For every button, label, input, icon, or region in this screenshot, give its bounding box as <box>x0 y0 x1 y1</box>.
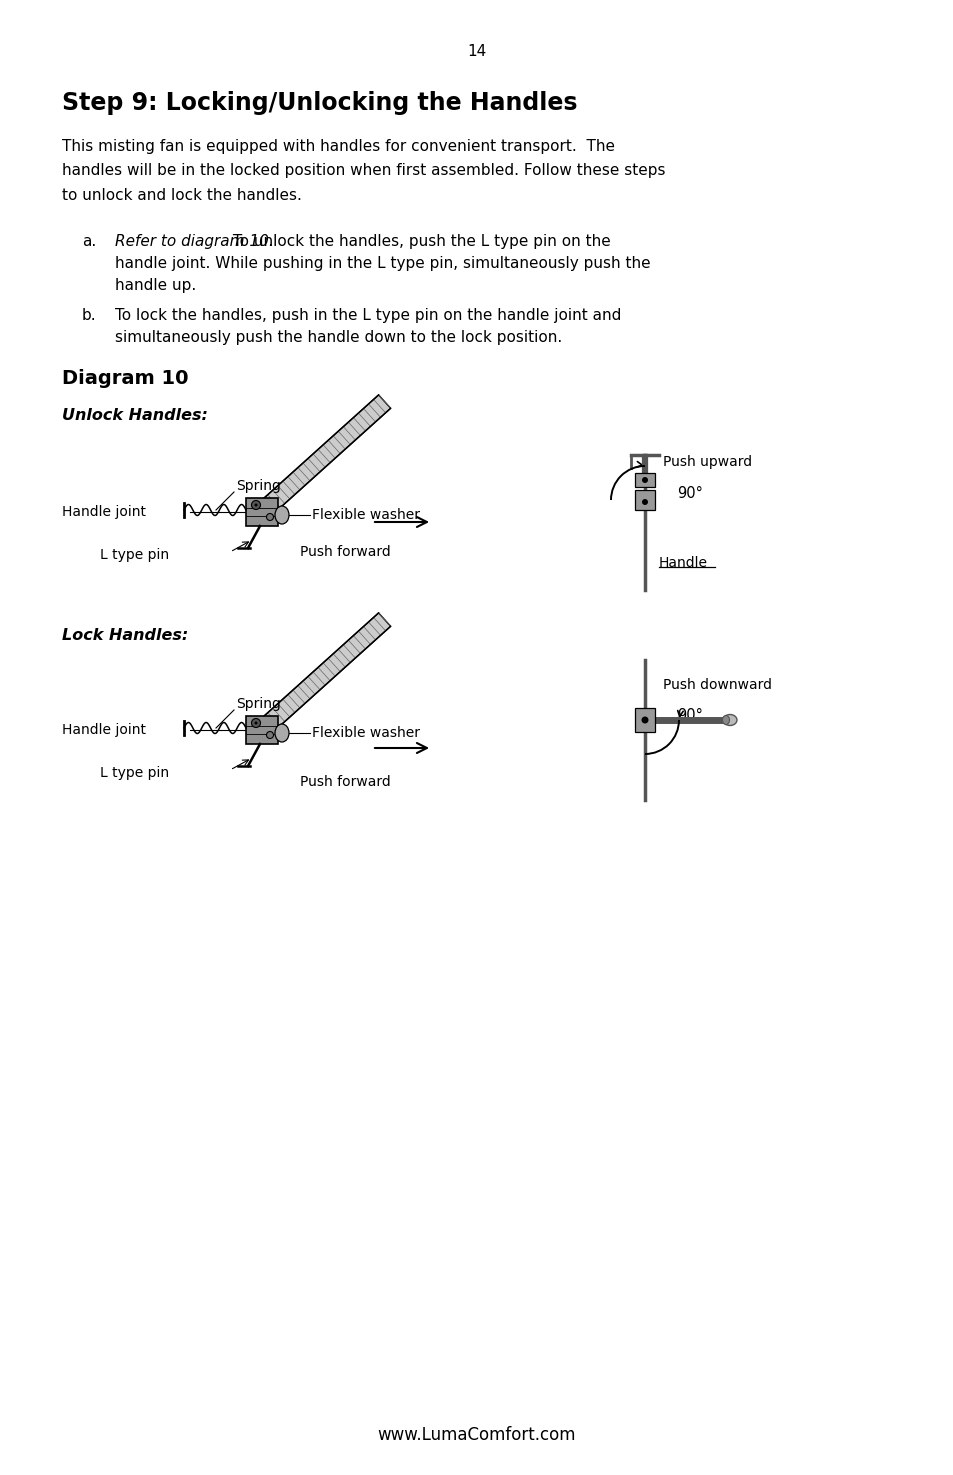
Circle shape <box>641 499 647 504</box>
Text: 90°: 90° <box>677 708 702 723</box>
Text: Handle joint: Handle joint <box>62 723 146 738</box>
Circle shape <box>641 476 647 482</box>
Circle shape <box>640 717 648 724</box>
Polygon shape <box>262 614 390 730</box>
Text: www.LumaComfort.com: www.LumaComfort.com <box>377 1426 576 1444</box>
Text: Diagram 10: Diagram 10 <box>62 369 189 388</box>
Text: simultaneously push the handle down to the lock position.: simultaneously push the handle down to t… <box>115 330 561 345</box>
Ellipse shape <box>722 714 737 726</box>
Text: Push forward: Push forward <box>299 544 391 559</box>
Text: To lock the handles, push in the L type pin on the handle joint and: To lock the handles, push in the L type … <box>115 308 620 323</box>
Text: Push downward: Push downward <box>662 678 771 692</box>
Bar <box>246 499 277 527</box>
Bar <box>635 490 655 510</box>
Ellipse shape <box>274 724 289 742</box>
Text: Lock Handles:: Lock Handles: <box>62 627 188 643</box>
Ellipse shape <box>721 715 729 724</box>
Text: Spring: Spring <box>235 698 280 711</box>
Text: to unlock and lock the handles.: to unlock and lock the handles. <box>62 187 301 202</box>
Polygon shape <box>262 395 390 513</box>
Text: 14: 14 <box>467 44 486 59</box>
Text: handle joint. While pushing in the L type pin, simultaneously push the: handle joint. While pushing in the L typ… <box>115 257 650 271</box>
Text: L type pin: L type pin <box>100 549 169 562</box>
Text: Step 9: Locking/Unlocking the Handles: Step 9: Locking/Unlocking the Handles <box>62 91 577 115</box>
Text: Unlock Handles:: Unlock Handles: <box>62 407 208 422</box>
Text: handle up.: handle up. <box>115 277 196 294</box>
Text: Push upward: Push upward <box>662 454 751 469</box>
Bar <box>635 473 655 487</box>
Circle shape <box>254 721 257 724</box>
Circle shape <box>266 732 274 739</box>
Text: Refer to diagram 10.: Refer to diagram 10. <box>115 235 274 249</box>
Bar <box>635 708 655 732</box>
Text: Flexible washer: Flexible washer <box>312 507 419 522</box>
Ellipse shape <box>274 506 289 524</box>
Text: b.: b. <box>82 308 96 323</box>
Circle shape <box>254 503 257 506</box>
Circle shape <box>266 513 274 521</box>
Text: Handle: Handle <box>659 556 707 569</box>
Text: This misting fan is equipped with handles for convenient transport.  The: This misting fan is equipped with handle… <box>62 140 615 155</box>
Circle shape <box>252 500 260 509</box>
Bar <box>246 715 277 743</box>
Text: Flexible washer: Flexible washer <box>312 726 419 740</box>
Text: handles will be in the locked position when first assembled. Follow these steps: handles will be in the locked position w… <box>62 164 665 178</box>
Text: a.: a. <box>82 235 96 249</box>
Text: Spring: Spring <box>235 479 280 493</box>
Text: Push forward: Push forward <box>299 774 391 789</box>
Text: To unlock the handles, push the L type pin on the: To unlock the handles, push the L type p… <box>228 235 610 249</box>
Text: Handle joint: Handle joint <box>62 504 146 519</box>
Text: 90°: 90° <box>677 487 702 502</box>
Text: L type pin: L type pin <box>100 766 169 780</box>
Circle shape <box>252 718 260 727</box>
